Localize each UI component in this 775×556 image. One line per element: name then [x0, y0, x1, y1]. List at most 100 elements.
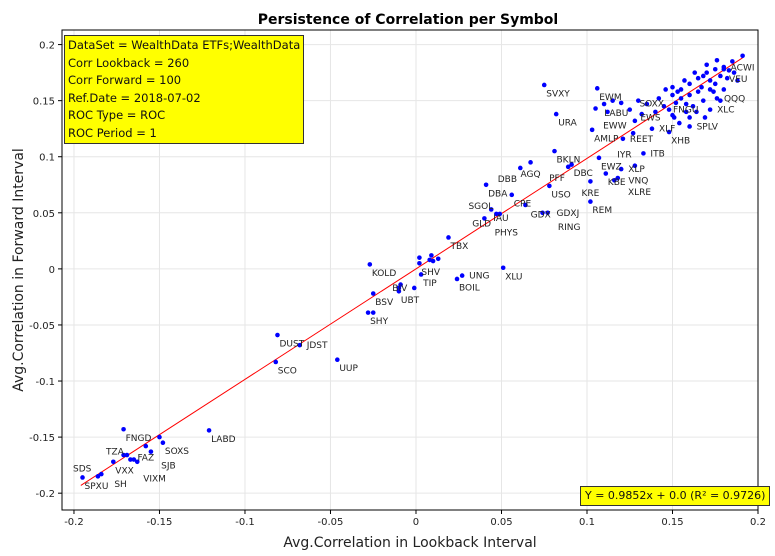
data-point: [335, 357, 340, 363]
point-label: SHV: [421, 268, 440, 278]
point-label: TBX: [449, 242, 468, 252]
data-point: [618, 166, 624, 172]
data-point: [418, 272, 424, 277]
x-tick-label: -0.15: [147, 517, 173, 528]
data-point: [528, 160, 533, 165]
data-point: [121, 452, 126, 458]
data-point: [695, 75, 701, 81]
y-tick-label: 0.15: [33, 97, 55, 108]
data-point: [695, 89, 701, 94]
point-label: RING: [558, 223, 581, 233]
data-point: [509, 192, 515, 198]
point-label: VIXM: [143, 474, 166, 484]
point-label: SHY: [370, 317, 388, 327]
data-point: [687, 81, 692, 87]
data-point: [700, 98, 706, 103]
data-point: [712, 81, 718, 87]
data-point: [704, 62, 709, 68]
x-tick-label: -0.1: [235, 517, 255, 528]
data-point: [160, 440, 166, 446]
data-point: [702, 115, 708, 120]
point-label: SDS: [73, 465, 92, 475]
plot-frame: [61, 29, 759, 511]
data-point: [540, 210, 545, 216]
point-label: SVXY: [546, 89, 570, 99]
data-point: [95, 474, 101, 479]
data-point: [712, 66, 718, 72]
point-label: UUP: [339, 364, 358, 374]
data-point: [523, 202, 528, 208]
point-label: SPLV: [697, 122, 719, 132]
y-tick-label: 0: [49, 265, 55, 276]
data-point: [429, 253, 434, 258]
data-point: [670, 92, 675, 98]
point-label: BKLN: [557, 156, 581, 166]
data-point: [547, 183, 552, 189]
point-label: REET: [630, 135, 654, 145]
y-tick-label: -0.15: [29, 433, 55, 444]
point-label: LABU: [604, 109, 628, 119]
point-label: KOLD: [372, 269, 397, 279]
regression-equation: Y = 0.9852x + 0.0 (R² = 0.9726): [580, 486, 771, 506]
data-point: [367, 262, 373, 267]
data-point: [541, 82, 547, 88]
data-point: [80, 475, 85, 480]
data-point: [588, 179, 593, 184]
data-point: [99, 471, 104, 477]
data-point: [678, 96, 684, 101]
data-point: [690, 103, 696, 109]
data-point: [128, 457, 133, 462]
data-point: [398, 282, 403, 287]
point-label: JDST: [306, 341, 328, 351]
data-point: [121, 426, 126, 432]
x-tick-label: -0.05: [318, 517, 344, 528]
x-axis-label: Avg.Correlation in Lookback Interval: [283, 535, 536, 551]
x-tick-label: 0.15: [661, 517, 683, 528]
data-point: [430, 258, 436, 264]
data-point: [699, 84, 704, 90]
point-label: DUST: [279, 340, 304, 350]
point-label: DBA: [488, 189, 508, 199]
point-label: UNG: [469, 272, 489, 282]
ticks: -0.2 -0.15 -0.1 -0.05 0 0.05 0.1 0.15 0.2 -0.2 -0.…: [29, 41, 766, 528]
data-point: [687, 115, 692, 120]
data-point: [596, 155, 602, 161]
data-point: [656, 96, 662, 101]
data-point: [612, 177, 617, 183]
x-tick-label: 0: [413, 517, 419, 528]
data-point: [157, 434, 162, 440]
point-label: EWM: [599, 93, 621, 103]
data-point: [730, 59, 735, 64]
data-point: [417, 255, 422, 260]
data-point: [275, 332, 280, 338]
info-lookback: Corr Lookback = 260: [68, 55, 190, 70]
data-point: [488, 207, 494, 212]
data-point: [694, 109, 699, 115]
data-point: [370, 310, 376, 315]
data-point: [721, 64, 727, 70]
point-label: XLRE: [628, 188, 651, 198]
data-point: [700, 73, 706, 79]
point-label: GDXJ: [557, 209, 580, 219]
data-point: [497, 211, 503, 217]
data-point: [618, 100, 624, 106]
data-point: [678, 87, 684, 92]
data-point: [435, 256, 441, 262]
data-point: [482, 216, 487, 221]
data-point: [605, 109, 610, 115]
point-label: REM: [592, 206, 612, 216]
point-label: SCO: [278, 366, 297, 376]
point-label: XLF: [659, 125, 675, 135]
point-label: VXX: [115, 466, 134, 476]
x-tick-label: -0.2: [64, 517, 84, 528]
data-point: [615, 175, 621, 181]
data-point: [666, 129, 672, 135]
data-point: [370, 291, 376, 296]
point-label: XLP: [628, 165, 645, 175]
point-label: TZA: [105, 448, 125, 458]
point-label: PHYS: [495, 228, 519, 238]
data-point: [726, 68, 732, 73]
data-point: [661, 103, 667, 109]
data-point: [589, 127, 595, 133]
point-label: VEU: [729, 75, 747, 85]
